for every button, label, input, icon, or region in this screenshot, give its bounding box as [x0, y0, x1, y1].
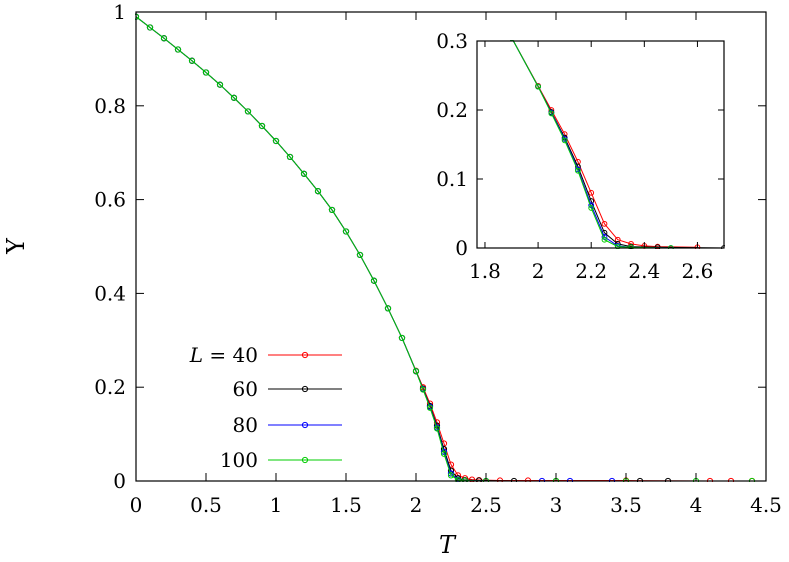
main-x-tick-label: 3.5 — [610, 493, 642, 517]
inset-series-100-point — [628, 244, 634, 249]
main-series-100-point — [202, 69, 210, 76]
inset-series-100-point — [588, 205, 595, 211]
main-series-80-point — [447, 470, 455, 477]
inset-series-100-point — [575, 167, 581, 174]
legend-swatch-marker-40 — [301, 351, 309, 359]
legend-label-60: 60 — [233, 377, 258, 401]
inset-y-tick-label: 0.3 — [436, 29, 468, 53]
inset-frame-rect — [476, 40, 725, 249]
main-series-100-point — [328, 206, 336, 214]
main-series-100-point — [454, 476, 462, 482]
inset-y-tick-label: 0.1 — [436, 167, 468, 191]
inset-x-tick-label: 2.2 — [575, 259, 607, 283]
main-series-100-point — [447, 472, 455, 479]
inset-plot — [477, 40, 725, 249]
main-axis-ticks: 0 0.5 1 1.5 2 2.5 3 3.5 4 4.5 0 0.2 0.4 0.6 0.8 1 — [94, 0, 782, 517]
main-x-tick-label: 2.5 — [470, 493, 502, 517]
main-series-100-point — [188, 57, 196, 64]
main-series-100-point — [342, 228, 350, 235]
main-series-100-point — [433, 425, 441, 432]
main-series-100-point — [356, 251, 364, 259]
main-series-100-point — [244, 108, 252, 115]
inset-series-40-point — [588, 189, 595, 196]
legend-equals: = 40 — [203, 343, 258, 367]
inset-series-100-point — [548, 110, 555, 117]
main-series-100-point — [370, 277, 378, 284]
legend-label-80: 80 — [233, 413, 258, 437]
inset-y-tick-label: 0 — [455, 236, 468, 260]
legend: L = 40 60 80 100 — [189, 343, 342, 472]
inset-x-tick-label: 2.6 — [682, 259, 714, 283]
inset-series-40-point — [614, 236, 621, 243]
inset-x-tick-label: 2 — [532, 259, 545, 283]
inset-x-tick-label: 1.8 — [469, 259, 501, 283]
main-plot — [135, 13, 756, 482]
inset-series-100-point — [614, 243, 621, 249]
inset-axis-ticks: 1.8 2 2.2 2.4 2.6 0 0.1 0.2 0.3 — [436, 29, 725, 283]
main-series-100-point — [286, 153, 294, 161]
main-x-tick-label: 2 — [410, 493, 423, 517]
main-series-100-point — [384, 305, 392, 312]
main-x-tick-label: 4.5 — [750, 493, 782, 517]
legend-swatch-marker-80 — [301, 421, 309, 429]
inset-series-100-point — [535, 83, 541, 90]
main-series-100-point — [216, 81, 224, 88]
main-y-tick-label: 0.6 — [94, 188, 126, 212]
inset-series-80-point — [509, 40, 514, 41]
inset-series-100-point — [601, 236, 608, 243]
main-series-100-point — [314, 188, 322, 195]
legend-label-100: 100 — [220, 448, 258, 472]
main-series-group — [135, 13, 756, 482]
main-x-tick-label: 0.5 — [190, 493, 222, 517]
main-series-100-point — [300, 170, 308, 177]
inset-series-100-line — [512, 40, 671, 249]
inset-series-group — [509, 40, 725, 249]
inset-series-40-point — [601, 220, 608, 227]
main-x-tick-label: 4 — [690, 493, 703, 517]
main-series-100-point — [146, 24, 154, 31]
main-series-100-point — [426, 404, 434, 411]
main-series-40-point — [468, 476, 476, 482]
main-series-100-point — [412, 368, 420, 375]
main-series-100-point — [398, 334, 406, 342]
main-x-tick-label: 3 — [550, 493, 563, 517]
main-frame-rect — [135, 11, 767, 482]
inset-y-tick-label: 0.2 — [436, 98, 468, 122]
inset-series-60-point — [509, 40, 514, 41]
inset-background — [477, 41, 724, 248]
main-x-tick-label: 0 — [130, 493, 143, 517]
main-y-tick-label: 0.8 — [94, 94, 126, 118]
main-y-tick-label: 0 — [113, 469, 126, 493]
x-axis-title: T — [439, 531, 457, 559]
main-series-100-point — [258, 122, 266, 130]
main-y-tick-label: 0.4 — [94, 281, 126, 305]
inset-x-tick-label: 2.4 — [628, 259, 660, 283]
main-series-100-point — [174, 46, 182, 53]
inset-series-100-point — [561, 137, 568, 144]
legend-swatch-marker-60 — [301, 385, 309, 393]
legend-swatch-marker-100 — [301, 456, 309, 464]
main-series-100-point — [160, 35, 168, 42]
legend-label-40: L = 40 — [189, 343, 258, 367]
main-series-100-point — [272, 137, 280, 145]
main-series-100-point — [440, 450, 448, 457]
inset-series-40-point — [509, 40, 514, 41]
inset-series-100-point — [509, 40, 514, 41]
main-y-tick-label: 0.2 — [94, 375, 126, 399]
main-x-tick-label: 1 — [270, 493, 283, 517]
main-series-100-point — [419, 386, 427, 393]
y-axis-title: Υ — [2, 237, 30, 255]
main-y-tick-label: 1 — [113, 0, 126, 24]
main-x-tick-label: 1.5 — [330, 493, 362, 517]
main-series-100-point — [230, 94, 238, 101]
legend-title: L — [189, 343, 203, 367]
